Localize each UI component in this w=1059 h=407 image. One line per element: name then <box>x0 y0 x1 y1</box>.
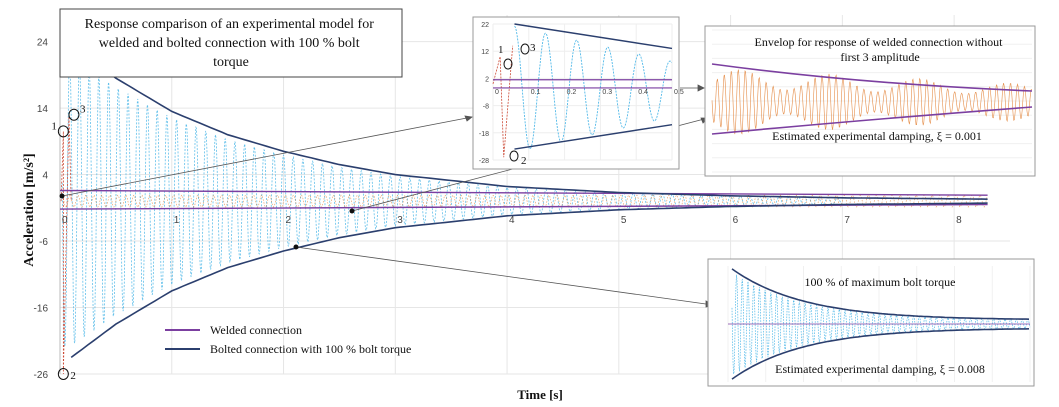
inset-zoom-y-tick: -18 <box>479 131 489 138</box>
initial-spike <box>60 114 72 375</box>
inset-zoom-x-tick: 0.4 <box>638 89 648 96</box>
inset-welded-title-line-1: Envelop for response of welded connectio… <box>755 35 1004 49</box>
inset-zoom-spike <box>492 45 514 158</box>
inset-zoom-marker-2-label: 2 <box>521 155 527 167</box>
inset-welded-title: Envelop for response of welded connectio… <box>755 35 1006 64</box>
inset-welded-lower-envelope <box>711 106 1033 135</box>
y-tick-label: 14 <box>37 104 49 115</box>
inset-zoom-marker-2 <box>509 150 519 162</box>
marker-3-circle <box>68 108 80 121</box>
marker-2-circle <box>57 368 69 380</box>
inset-zoom-markers: 1 3 2 <box>498 42 536 167</box>
y-axis-label-text: Acceleration [m/s²] <box>22 153 37 266</box>
arrow-to-zoom-inset <box>61 116 473 197</box>
inset-zoom-marker-3 <box>520 43 530 55</box>
inset-zoom-marker-1-label: 1 <box>498 44 504 56</box>
pointer-dot-1 <box>59 193 65 199</box>
inset-zoom-y-tick: -8 <box>483 104 489 111</box>
inset-bolted-annotation: Estimated experimental damping, ξ = 0.00… <box>775 362 985 376</box>
x-tick-label: 7 <box>844 215 850 226</box>
y-tick-label: 24 <box>37 38 49 49</box>
inset-bolted-frame <box>707 258 1035 387</box>
chart-title-line-3: torque <box>213 55 249 70</box>
inset-zoom-x-tick: 0.2 <box>567 89 577 96</box>
y-axis-label: Acceleration [m/s²] <box>22 153 37 266</box>
inset-welded-annotation: Estimated experimental damping, ξ = 0.00… <box>772 129 982 143</box>
bolted-signal <box>60 56 988 375</box>
inset-bolted: 100 % of maximum bolt torque Estimated e… <box>707 258 1035 387</box>
y-tick-label: -6 <box>39 237 48 248</box>
x-tick-label: 8 <box>956 215 962 226</box>
legend-label-bolted: Bolted connection with 100 % bolt torque <box>210 342 411 356</box>
marker-3-label: 3 <box>80 104 86 116</box>
x-tick-label: 2 <box>286 215 292 226</box>
inset-zoom-y-tick: 22 <box>481 22 489 29</box>
series-1-upper-envelope <box>70 44 988 200</box>
inset-zoom-x-tick: 0.3 <box>602 89 612 96</box>
inset-zoom-frame <box>472 16 680 170</box>
arrow-to-bolted-inset <box>295 246 714 306</box>
inset-welded-upper-envelope <box>711 63 1033 92</box>
marker-1-label: 1 <box>51 120 57 132</box>
inset-zoom-x-tick: 0 <box>495 89 499 96</box>
y-tick-label: -16 <box>34 304 49 315</box>
x-tick-label: 0 <box>62 215 68 226</box>
y-tick-label: 4 <box>42 171 48 182</box>
inset-bolted-signal <box>731 274 1031 375</box>
marker-2-label: 2 <box>70 370 76 382</box>
x-tick-label: 4 <box>509 215 515 226</box>
title-box <box>59 8 403 78</box>
inset-zoom-y-tick: -28 <box>479 158 489 165</box>
arrow-head-zoom-to-welded <box>697 84 705 92</box>
inset-bolted-oscillation <box>731 274 1031 375</box>
inset-zoom-marker-3-label: 3 <box>530 42 536 54</box>
y-tick-label: -26 <box>34 370 49 381</box>
pointer-dot-2 <box>349 208 355 214</box>
chart-title-line-2: welded and bolted connection with 100 % … <box>99 36 360 51</box>
pointer-dot-3 <box>293 244 299 250</box>
chart-title: Response comparison of an experimental m… <box>85 17 378 70</box>
inset-welded-title-line-2: first 3 amplitude <box>840 50 919 64</box>
x-tick-label: 5 <box>621 215 627 226</box>
inset-bolted-title: 100 % of maximum bolt torque <box>805 275 956 289</box>
legend: Welded connection Bolted connection with… <box>165 323 411 356</box>
inset-zoom-y-tick: 2 <box>485 76 489 83</box>
inset-zoom-x-tick: 0.5 <box>674 89 684 96</box>
inset-zoom-grid <box>492 23 673 161</box>
arrow-head-zoom <box>464 115 473 122</box>
main-series <box>59 44 988 359</box>
bolted-oscillation <box>61 56 843 347</box>
inset-bolted-envelope <box>728 268 1030 380</box>
inset-zoom-lower-envelope <box>514 123 673 150</box>
x-tick-label: 6 <box>733 215 739 226</box>
inset-zoom-y-tick: 12 <box>481 49 489 56</box>
x-tick-label: 3 <box>397 215 403 226</box>
inset-zoom-marker-1 <box>503 58 513 70</box>
inset-zoom-upper-envelope <box>514 23 673 50</box>
main-markers: 1 3 2 <box>51 104 86 382</box>
series-0-upper-envelope <box>59 189 988 196</box>
x-axis-label: Time [s] <box>517 387 563 402</box>
inset-zoom-envelope <box>493 23 673 150</box>
series-1-lower-envelope <box>70 202 988 359</box>
chart-title-line-1: Response comparison of an experimental m… <box>85 17 375 32</box>
inset-bolted-upper-envelope <box>731 268 1030 320</box>
marker-1-circle <box>57 125 69 138</box>
inset-welded: Envelop for response of welded connectio… <box>704 25 1036 177</box>
inset-bolted-lower-envelope <box>731 328 1030 380</box>
x-tick-label: 1 <box>174 215 180 226</box>
legend-label-welded: Welded connection <box>210 323 302 337</box>
inset-welded-envelope <box>711 63 1033 135</box>
inset-zoom-x-tick: 0.1 <box>531 89 541 96</box>
